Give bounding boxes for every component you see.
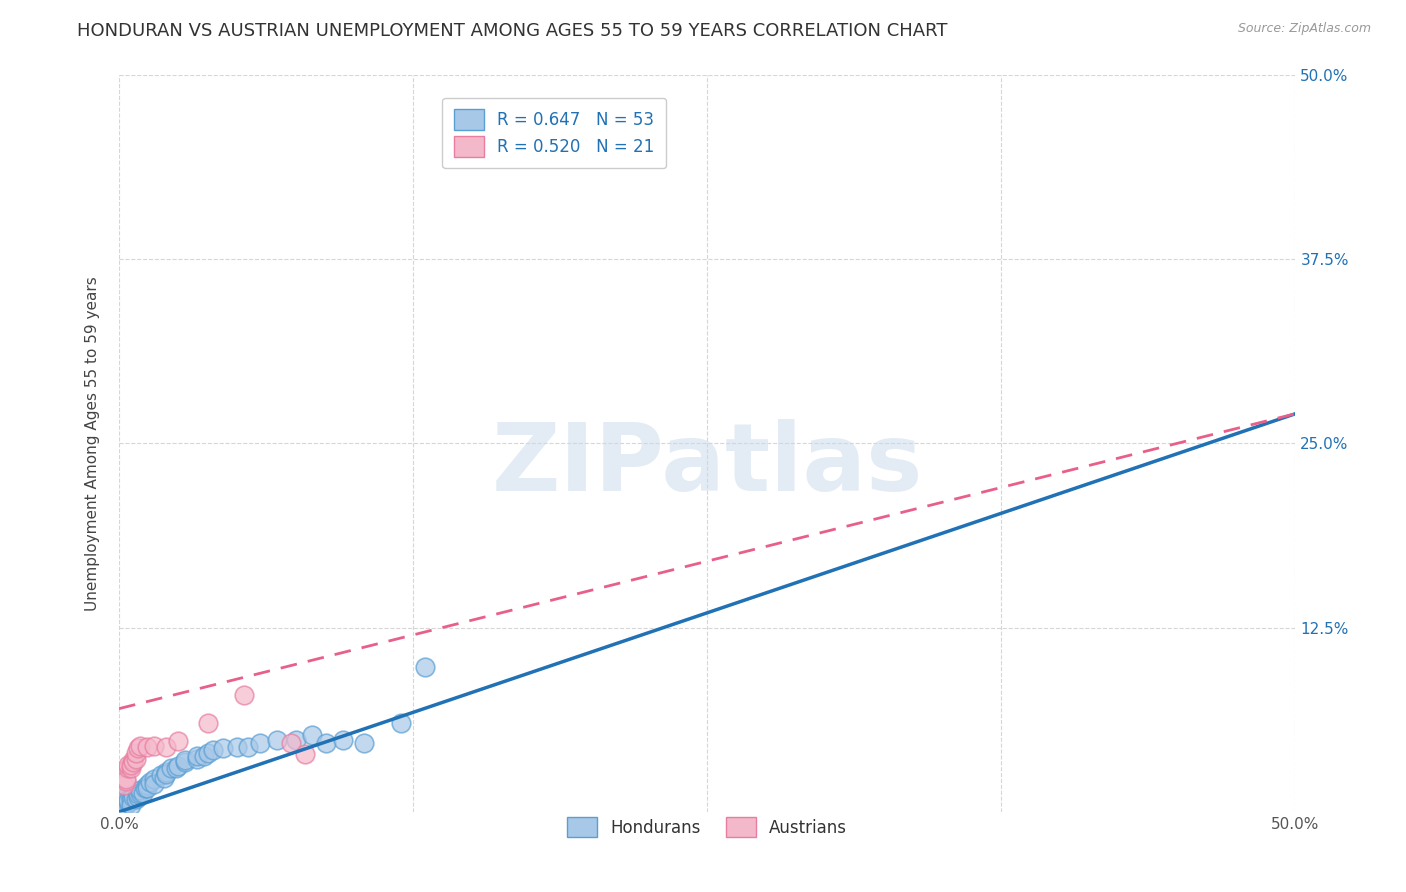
Point xyxy=(165,761,187,775)
Point xyxy=(249,735,271,749)
Point xyxy=(115,797,138,812)
Point xyxy=(266,732,288,747)
Point xyxy=(131,786,153,800)
Point xyxy=(202,743,225,757)
Point xyxy=(124,746,146,760)
Point xyxy=(186,748,208,763)
Point xyxy=(122,787,145,801)
Point xyxy=(120,761,142,775)
Point xyxy=(155,765,177,780)
Legend: Hondurans, Austrians: Hondurans, Austrians xyxy=(561,811,853,844)
Text: HONDURAN VS AUSTRIAN UNEMPLOYMENT AMONG AGES 55 TO 59 YEARS CORRELATION CHART: HONDURAN VS AUSTRIAN UNEMPLOYMENT AMONG … xyxy=(77,22,948,40)
Point xyxy=(143,772,166,787)
Point xyxy=(174,753,197,767)
Point xyxy=(129,782,152,797)
Point xyxy=(155,766,177,780)
Point xyxy=(120,797,142,812)
Point xyxy=(186,752,208,766)
Text: Source: ZipAtlas.com: Source: ZipAtlas.com xyxy=(1237,22,1371,36)
Point xyxy=(108,790,131,805)
Point xyxy=(211,741,233,756)
Point xyxy=(315,735,337,749)
Point xyxy=(129,786,152,800)
Point xyxy=(112,797,135,812)
Point xyxy=(115,790,138,805)
Point xyxy=(284,732,307,747)
Point xyxy=(332,732,354,747)
Point xyxy=(225,739,247,754)
Point xyxy=(159,761,181,775)
Point xyxy=(136,778,159,792)
Point xyxy=(389,716,412,731)
Point xyxy=(117,793,139,807)
Point xyxy=(167,734,190,748)
Point xyxy=(124,752,146,766)
Point xyxy=(122,753,145,767)
Point xyxy=(122,755,145,769)
Point xyxy=(127,790,149,805)
Point xyxy=(112,778,135,792)
Point xyxy=(143,777,166,791)
Point xyxy=(120,790,142,805)
Point xyxy=(150,768,173,782)
Point xyxy=(232,689,254,703)
Point xyxy=(122,790,145,805)
Point xyxy=(136,781,159,796)
Point xyxy=(353,735,375,749)
Point xyxy=(138,775,160,789)
Point xyxy=(134,781,156,796)
Text: ZIPatlas: ZIPatlas xyxy=(492,419,922,511)
Point xyxy=(301,728,323,742)
Point xyxy=(115,793,138,807)
Point xyxy=(280,735,302,749)
Point xyxy=(136,739,159,754)
Point xyxy=(143,739,166,753)
Point xyxy=(115,772,138,787)
Point xyxy=(167,759,190,773)
Point xyxy=(294,747,316,762)
Point xyxy=(124,791,146,805)
Point xyxy=(197,716,219,731)
Y-axis label: Unemployment Among Ages 55 to 59 years: Unemployment Among Ages 55 to 59 years xyxy=(86,276,100,610)
Point xyxy=(120,793,142,807)
Point xyxy=(197,746,219,760)
Point xyxy=(112,793,135,807)
Point xyxy=(155,739,177,754)
Point xyxy=(120,757,142,772)
Point xyxy=(238,739,260,754)
Point xyxy=(108,797,131,812)
Point xyxy=(174,755,197,769)
Point xyxy=(152,771,174,785)
Point xyxy=(129,739,152,753)
Point xyxy=(413,660,436,674)
Point xyxy=(117,761,139,775)
Point xyxy=(117,795,139,809)
Point xyxy=(115,773,138,788)
Point xyxy=(117,757,139,772)
Point xyxy=(127,741,149,756)
Point xyxy=(108,797,131,812)
Point xyxy=(193,748,215,763)
Point xyxy=(127,787,149,801)
